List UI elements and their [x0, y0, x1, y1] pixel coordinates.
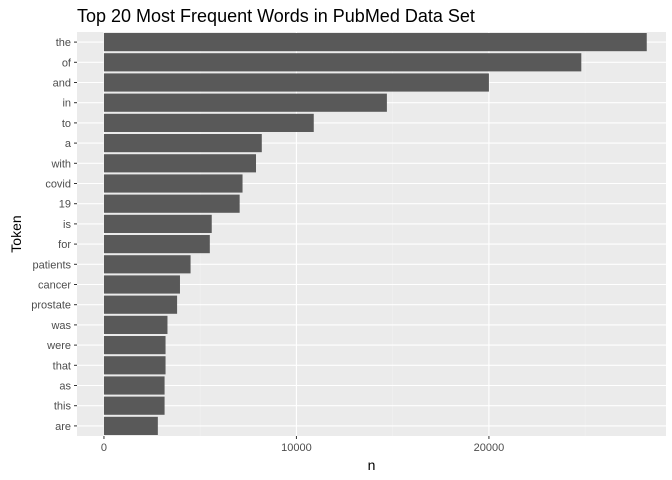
chart-title: Top 20 Most Frequent Words in PubMed Dat…	[77, 6, 475, 26]
y-tick-label: were	[46, 340, 71, 352]
bar-with	[103, 154, 257, 173]
bar-is	[103, 214, 212, 233]
bar-are	[103, 416, 158, 435]
y-tick-label: the	[56, 37, 71, 49]
bar-that	[103, 356, 166, 375]
y-tick-label: that	[53, 360, 71, 372]
y-tick-label: to	[62, 118, 71, 130]
bar-was	[103, 315, 168, 334]
y-tick-label: for	[58, 239, 71, 251]
x-tick-label: 20000	[474, 442, 505, 454]
bar-the	[103, 33, 647, 52]
bars	[103, 33, 647, 435]
x-tick-label: 0	[101, 442, 107, 454]
y-tick-label: of	[62, 57, 72, 69]
y-tick-labels: the of and in to a with covid 19 is for patients can…	[31, 37, 77, 433]
y-tick-label: cancer	[38, 280, 71, 292]
bar-this	[103, 396, 165, 415]
y-tick-label: with	[50, 158, 71, 170]
y-tick-label: was	[50, 320, 71, 332]
x-axis-title: n	[368, 457, 376, 473]
bar-covid	[103, 174, 243, 193]
y-tick-label: is	[63, 219, 71, 231]
y-tick-label: a	[65, 138, 72, 150]
y-tick-label: covid	[45, 179, 71, 191]
bar-patients	[103, 255, 191, 274]
plot-panel	[77, 32, 666, 436]
y-tick-label: and	[53, 78, 71, 90]
y-axis-title: Token	[8, 215, 24, 252]
x-tick-label: 10000	[281, 442, 312, 454]
bar-cancer	[103, 275, 180, 294]
y-tick-label: as	[59, 381, 71, 393]
bar-were	[103, 336, 166, 355]
y-tick-label: patients	[32, 259, 71, 271]
y-tick-label: are	[55, 421, 71, 433]
x-tick-labels: 0 10000 20000	[101, 436, 504, 454]
bar-in	[103, 93, 387, 112]
bar-prostate	[103, 295, 178, 314]
bar-for	[103, 235, 210, 254]
y-tick-label: in	[62, 98, 71, 110]
bar-19	[103, 194, 240, 213]
y-tick-label: prostate	[31, 300, 71, 312]
y-tick-label: 19	[59, 199, 71, 211]
bar-as	[103, 376, 165, 395]
y-tick-label: this	[54, 401, 72, 413]
bar-of	[103, 53, 582, 72]
bar-and	[103, 73, 489, 92]
bar-to	[103, 113, 314, 132]
bar-a	[103, 134, 262, 153]
